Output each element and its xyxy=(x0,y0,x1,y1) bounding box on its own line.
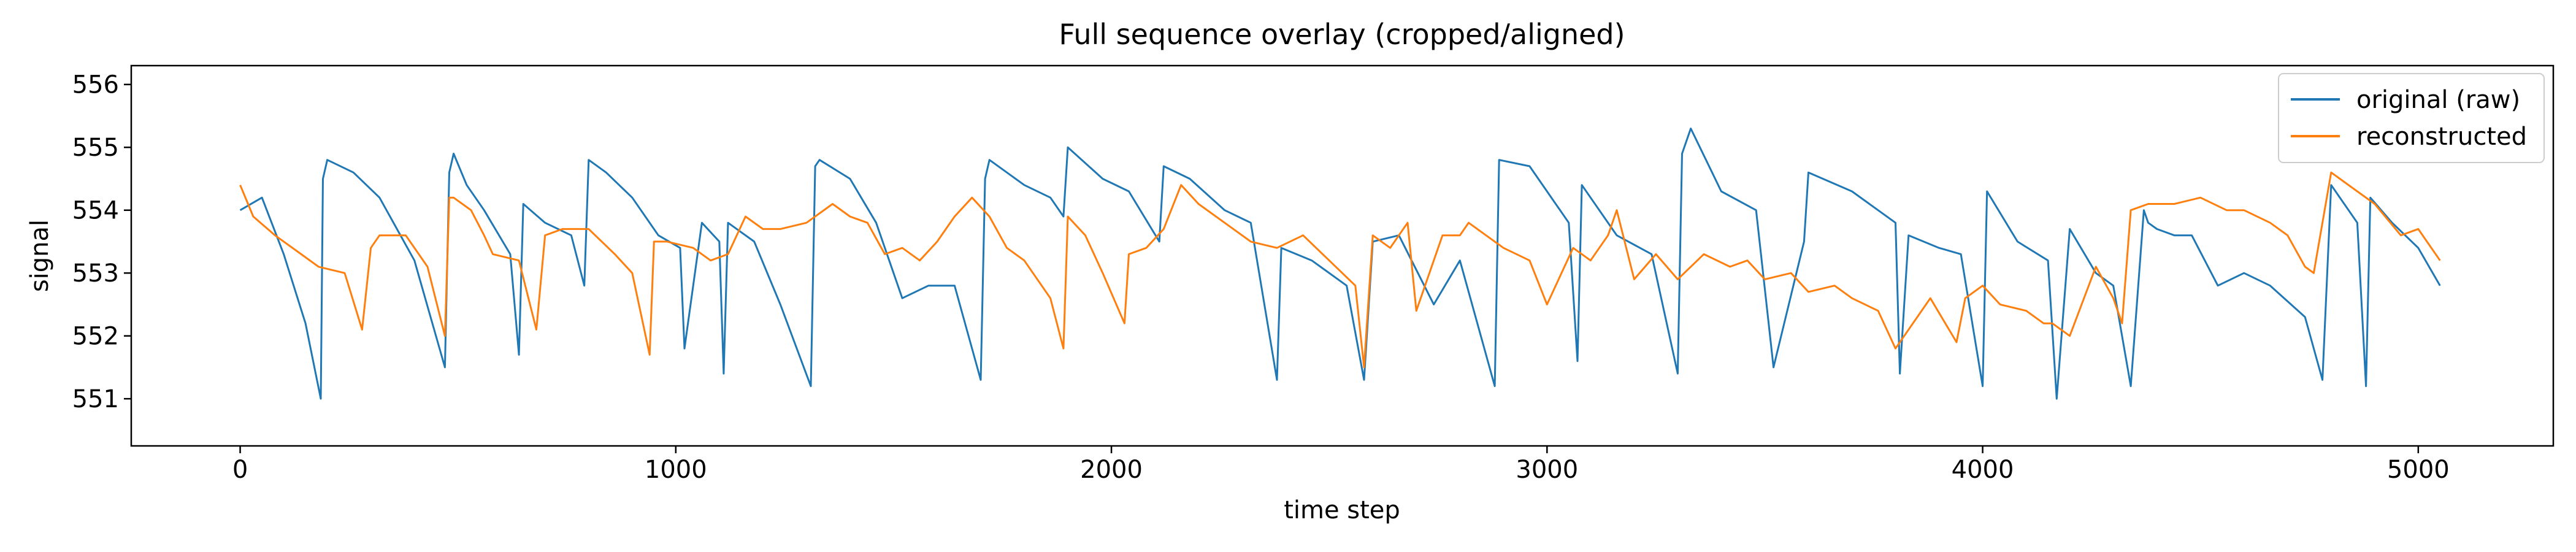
x-tick-label: 0 xyxy=(232,456,248,484)
series-line-reconstructed xyxy=(239,171,2441,369)
y-tick-label: 556 xyxy=(72,71,119,99)
y-axis-label: signal xyxy=(26,220,54,292)
y-axis: 551 552 553 554 555 556 xyxy=(72,71,131,413)
x-tick-label: 1000 xyxy=(645,456,707,484)
x-tick-label: 5000 xyxy=(2387,456,2450,484)
y-tick-label: 551 xyxy=(72,385,119,413)
y-tick-label: 552 xyxy=(72,323,119,351)
series-layer xyxy=(239,128,2441,400)
x-tick-label: 4000 xyxy=(1952,456,2014,484)
y-tick-label: 553 xyxy=(72,259,119,288)
series-line-original xyxy=(239,128,2441,400)
x-axis-label: time step xyxy=(1284,496,1400,524)
y-tick-label: 554 xyxy=(72,197,119,225)
plot-frame xyxy=(130,64,2555,447)
x-axis: 0 1000 2000 3000 4000 5000 xyxy=(232,446,2450,484)
legend: original (raw) reconstructed xyxy=(2278,73,2545,163)
chart-title: Full sequence overlay (cropped/aligned) xyxy=(1059,18,1625,51)
plot-area xyxy=(131,66,2553,446)
legend-label: original (raw) xyxy=(2356,86,2520,114)
x-tick-label: 2000 xyxy=(1080,456,1143,484)
x-tick-label: 3000 xyxy=(1516,456,1578,484)
legend-box xyxy=(2278,73,2545,163)
legend-label: reconstructed xyxy=(2356,123,2527,151)
y-tick-label: 555 xyxy=(72,134,119,162)
